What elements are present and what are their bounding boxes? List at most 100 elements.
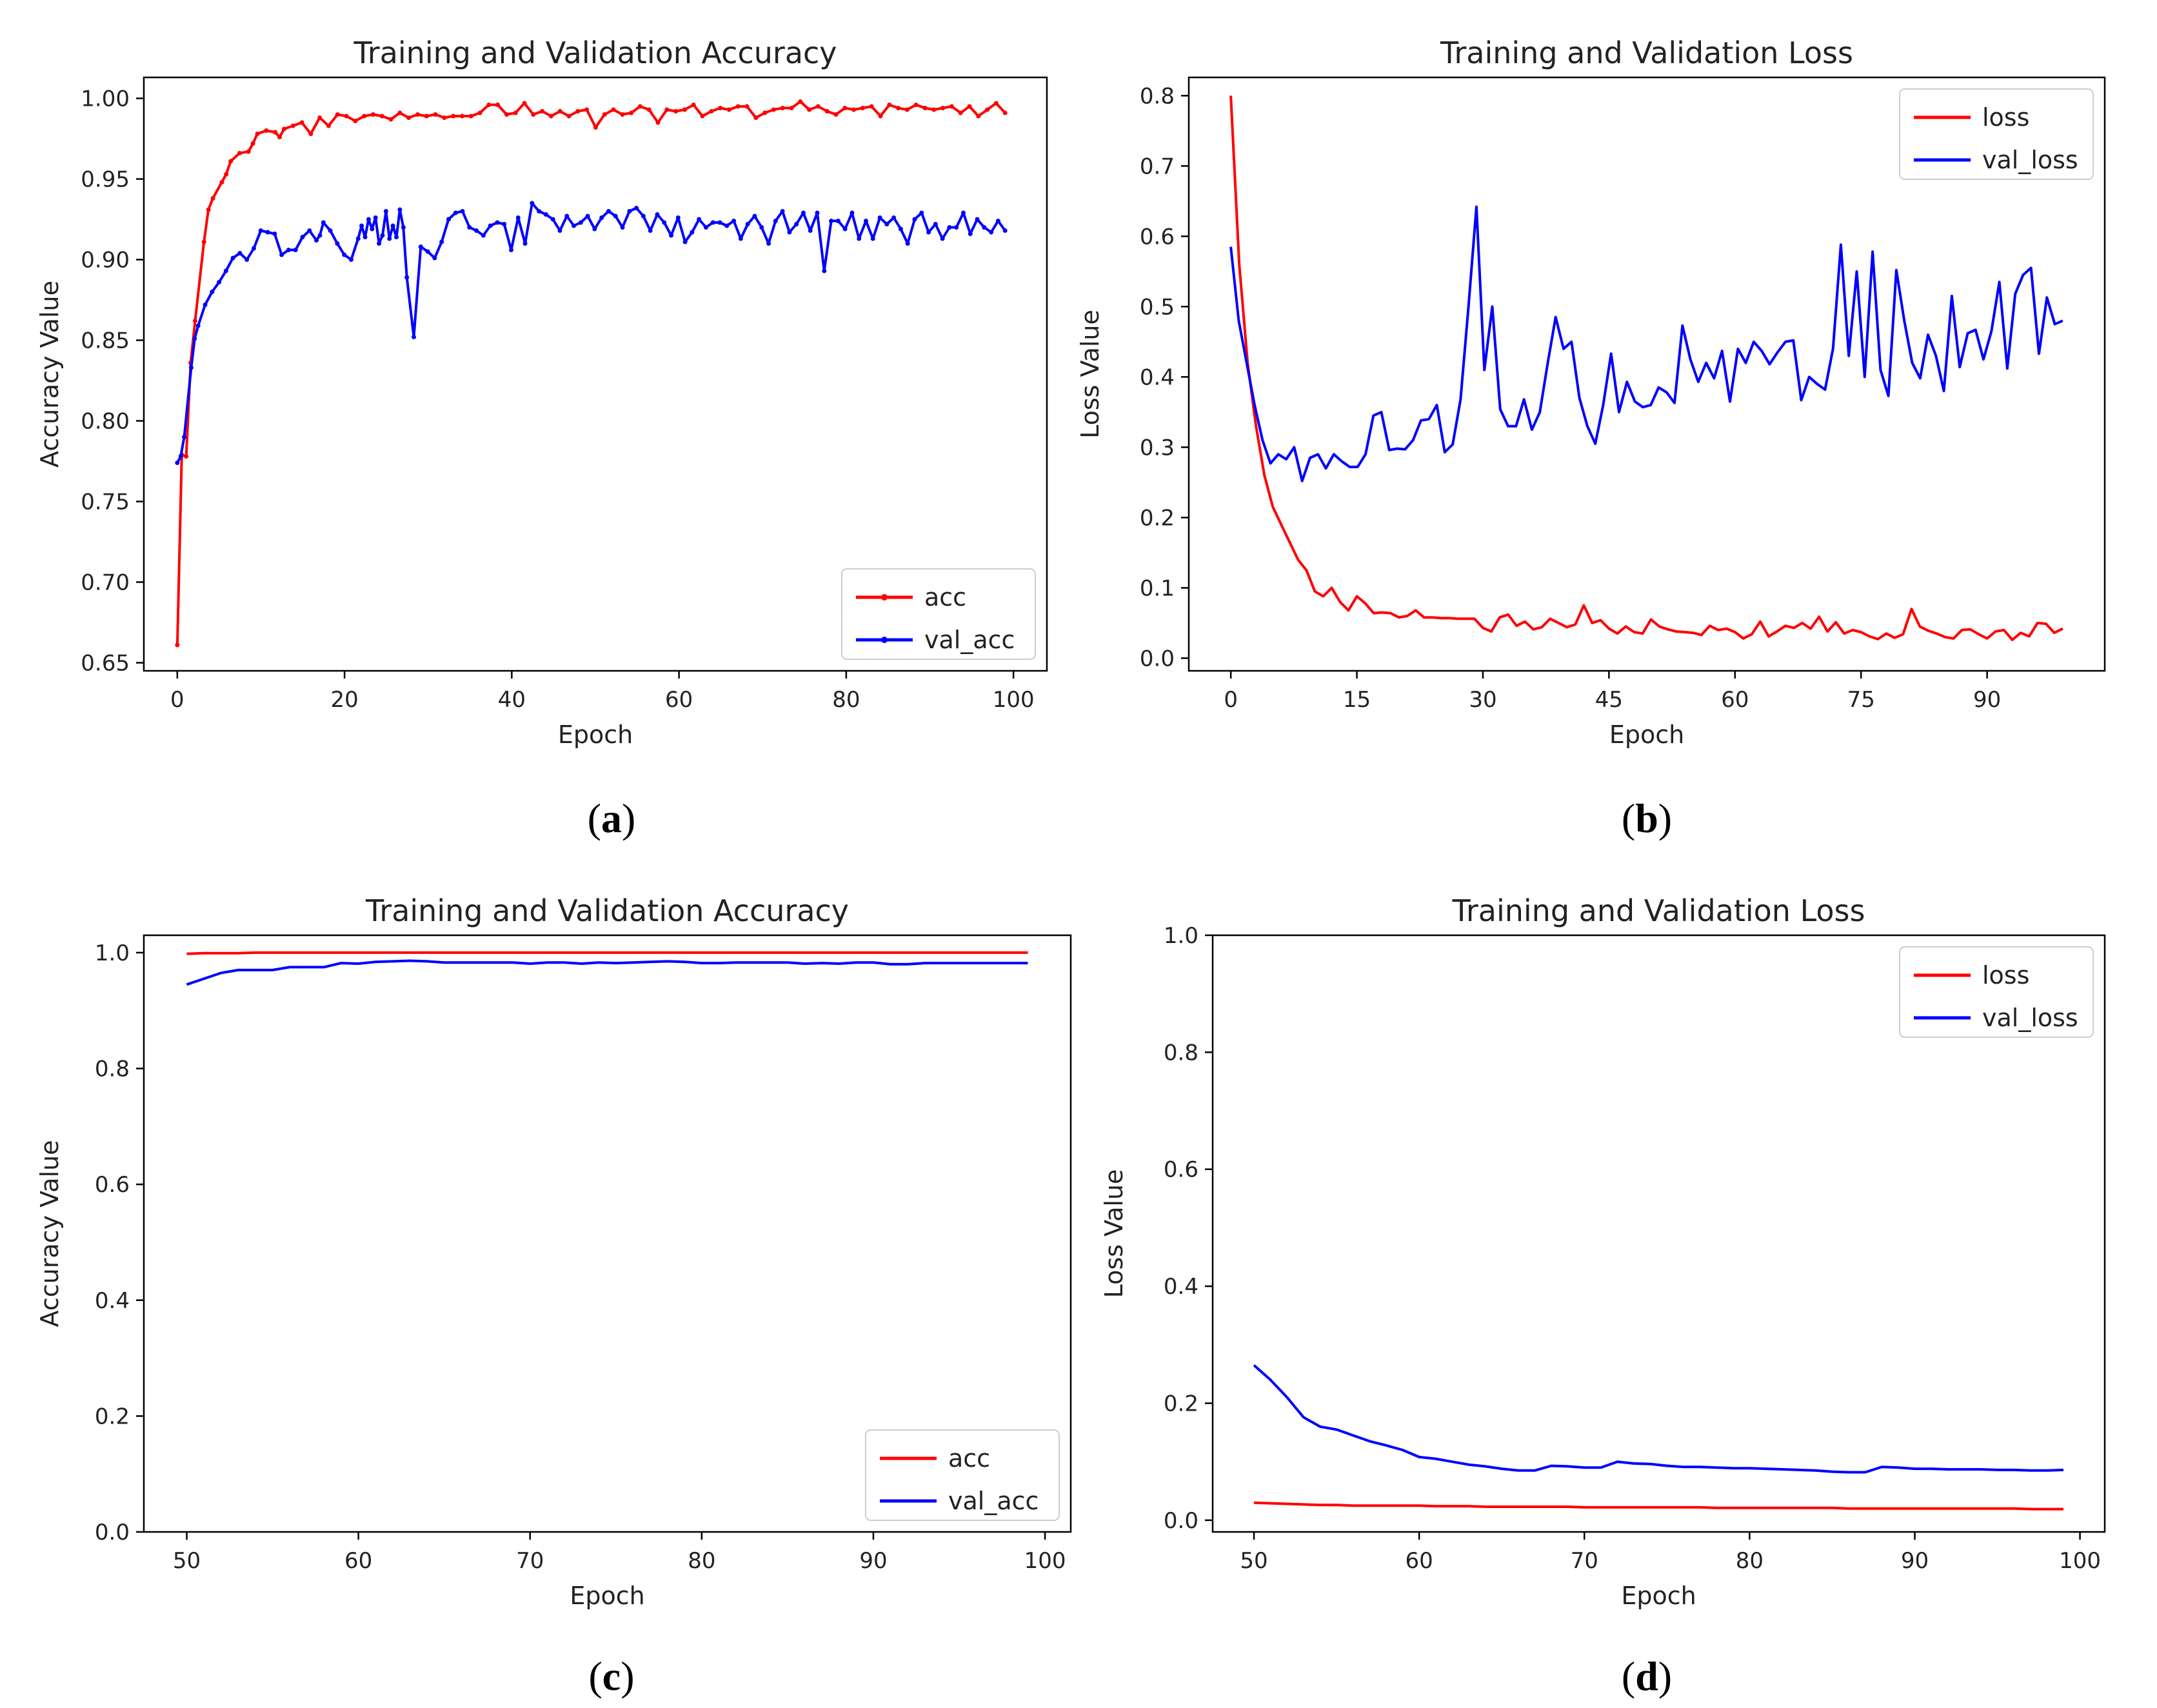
data-point-val_acc [835,219,840,223]
data-point-acc [406,115,412,120]
data-point-acc [486,103,492,107]
data-point-acc [459,114,464,119]
data-point-val_acc [655,212,660,217]
data-point-val_acc [703,225,708,230]
y-tick-label: 0.6 [1164,1157,1198,1183]
data-point-val_acc [1002,228,1008,233]
y-tick-label: 0.80 [81,409,130,435]
data-point-acc [896,106,901,110]
data-point-acc [593,125,598,130]
data-point-val_acc [203,303,208,307]
y-tick-label: 0.90 [81,248,130,273]
data-point-acc [860,106,865,110]
legend: acc val_acc [841,568,1036,660]
x-tick-label: 80 [688,1548,715,1574]
data-point-val_acc [272,232,277,236]
legend-label-loss: loss [1982,961,2029,989]
data-point-val_acc [258,228,263,233]
data-point-acc [637,104,642,109]
data-point-val_acc [982,225,987,230]
chart-title: Training and Validation Accuracy [365,893,849,928]
data-point-val_acc [217,280,222,284]
data-point-val_acc [850,210,855,215]
data-point-acc [913,103,919,107]
y-tick-label: 0.85 [81,328,130,354]
data-point-val_acc [794,222,799,226]
legend-label-acc: acc [948,1444,990,1473]
x-tick-label: 90 [859,1548,887,1574]
data-point-val_acc [968,232,973,236]
chart-title: Training and Validation Loss [1440,35,1853,70]
data-point-acc [673,109,679,114]
data-point-val_acc [397,207,403,212]
legend: loss val_loss [1899,946,2094,1038]
data-point-acc [1002,110,1008,115]
data-point-acc [700,114,705,119]
data-point-acc [388,117,393,122]
data-point-acc [735,104,741,109]
data-point-acc [397,110,403,115]
legend-marker-val_acc [881,637,888,643]
data-point-val_acc [474,228,479,233]
data-point-val_acc [898,226,903,232]
data-point-val_acc [572,223,577,228]
data-point-val_acc [537,209,542,214]
data-point-val_acc [366,217,371,222]
data-point-val_acc [279,252,284,257]
data-point-acc [931,107,937,112]
data-point-acc [335,112,340,117]
data-point-acc [993,101,999,106]
data-point-acc [224,172,229,177]
plot-frame [1188,76,2106,672]
data-point-acc [504,112,509,117]
legend-label-acc: acc [924,583,966,611]
data-point-val_acc [919,210,924,215]
y-tick-label: 0.2 [1164,1391,1198,1416]
legend-label-val_loss: val_loss [1982,146,2078,174]
y-tick-label: 0.5 [1140,294,1175,320]
legend-box [1899,88,2094,180]
data-point-val_acc [613,214,618,219]
panel-c: Training and Validation Accuracy 50 60 70 80… [35,893,1072,1699]
data-point-val_acc [237,251,243,255]
y-tick-label: 0.7 [1140,154,1175,179]
data-point-val_acc [669,233,674,238]
data-point-val_acc [870,236,875,241]
data-point-acc [370,112,375,117]
data-point-acc [495,103,501,107]
data-point-val_acc [954,225,959,230]
panel-d: Training and Validation Loss 50 60 70 80 90 10… [1100,893,2106,1699]
data-point-acc [753,115,759,120]
panel-a: Training and Validation Accuracy 0 20 40 60 8… [35,35,1048,841]
y-tick-label: 0.4 [95,1288,130,1314]
data-point-acc [985,107,990,112]
legend-label-val_loss: val_loss [1982,1004,2078,1032]
data-point-val_acc [724,223,730,228]
data-point-acc [887,103,892,107]
data-point-acc [771,107,776,112]
legend-box [865,1429,1060,1521]
data-point-val_acc [453,210,458,215]
data-point-val_acc [502,222,507,226]
plot-frame [1211,934,2106,1533]
data-point-acc [833,112,839,117]
data-point-val_acc [857,236,862,241]
y-axis-label: Loss Value [1076,310,1104,439]
data-point-val_acc [662,220,667,225]
data-point-acc [184,454,189,459]
data-point-val_acc [585,214,590,219]
data-point-val_acc [488,223,493,228]
y-tick-label: 0.65 [81,651,130,677]
data-point-val_acc [467,225,472,230]
data-point-val_acc [530,201,535,206]
data-point-acc [557,109,562,114]
series-line-loss [1253,1501,2063,1511]
data-point-val_acc [495,220,500,225]
data-point-acc [664,107,670,112]
data-point-val_acc [317,233,323,238]
series-line-acc [186,951,1028,955]
data-point-val_acc [787,230,792,235]
data-point-acc [824,109,830,114]
x-tick-label: 100 [1024,1548,1066,1574]
data-point-acc [958,110,963,115]
